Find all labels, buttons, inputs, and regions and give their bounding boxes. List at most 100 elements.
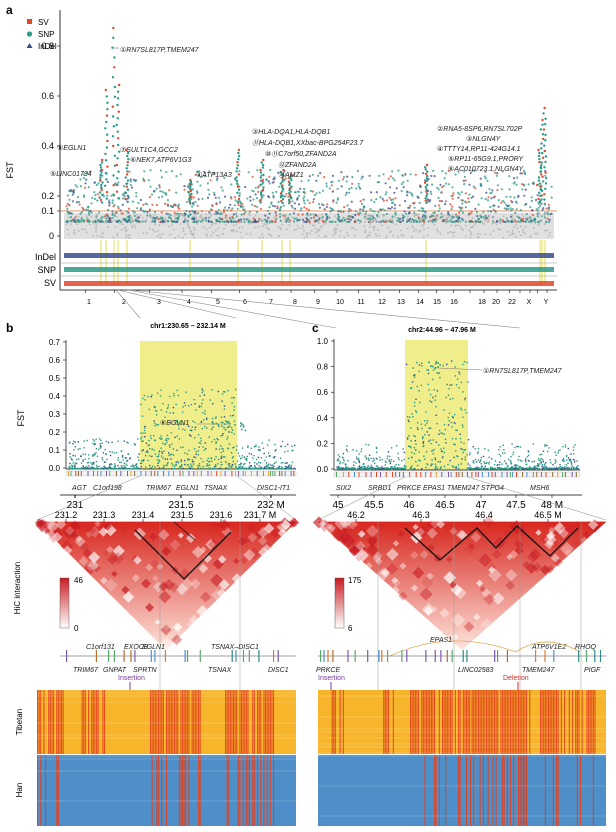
- axis-c-tick: 48 M: [541, 500, 563, 511]
- haplotype-c: [318, 690, 606, 826]
- gene-c-six2: SIX2: [336, 485, 351, 492]
- axis-b-ytick: 0.0: [49, 464, 61, 473]
- annot-r5: ⑤RP11-65G9.1,PRORY: [448, 155, 524, 163]
- axis-b-ytick: 0.1: [49, 446, 61, 455]
- zoom-b-tick: 231.5: [171, 510, 194, 520]
- zoom-b-tick: 231.2: [55, 510, 78, 520]
- annot-r6: ⑥AC010723.1,NLGN4Y: [448, 165, 524, 173]
- gene-c-epas1: EPAS1: [423, 485, 445, 492]
- highlight-b: [140, 341, 237, 469]
- axis-b-yticks: 0.7 0.6 0.5 0.4 0.3 0.2 0.1 0.0: [49, 338, 66, 473]
- highlight-c: [405, 340, 468, 470]
- manhattan-peaks: [98, 26, 548, 285]
- gm-c-linc02583: LINC02583: [458, 667, 494, 674]
- gm-c-prkce: PRKCE: [316, 667, 340, 674]
- annot-10: ⑩⑪C7orf50,ZFAND2A: [265, 150, 337, 158]
- hic-label: HiC interaction: [13, 562, 22, 614]
- chrom-label: 11: [357, 299, 364, 306]
- event-b-insertion: Insertion: [118, 675, 145, 682]
- axis-c-tick: 47.5: [506, 500, 526, 511]
- legend-sv-marker: [27, 19, 32, 24]
- axis-a-ytick: 0.2: [41, 191, 54, 201]
- axis-c-yticks: 1.0 0.8 0.6 0.4 0.2 0.0: [317, 337, 334, 474]
- zoom-c-tick: 46.4: [475, 510, 493, 520]
- chrom-label: 10: [336, 299, 344, 306]
- zoom-c-tick: 46.5 M: [534, 510, 562, 520]
- gene-b-disc1it1: DISC1-IT1: [257, 485, 290, 492]
- hic-map-b: [34, 517, 300, 651]
- legend-snp-marker: [26, 31, 33, 37]
- axis-a-ytick: 0.4: [41, 141, 54, 151]
- chrom-label: 12: [378, 299, 386, 306]
- axis-c-ytick: 0.4: [317, 414, 329, 423]
- gm-b-c1orf131: C1orf131: [86, 644, 115, 651]
- peak-label-c: ①RN7SL817P,TMEM247: [483, 367, 563, 375]
- hap-c-han: [318, 755, 606, 826]
- axis-a-ytick: 0: [49, 231, 54, 241]
- gm-b-trim67: TRIM67: [73, 667, 99, 674]
- gene-b-c1orf198: C1orf198: [93, 485, 122, 492]
- pop-tibetan: Tibetan: [15, 709, 24, 735]
- hic-scale-b: [59, 577, 70, 629]
- gm-b-egln1: EGLN1: [142, 644, 165, 651]
- chrom-label: 1: [87, 299, 91, 306]
- gene-bar-b: [65, 470, 297, 477]
- haplotype-b: Tibetan Han: [15, 689, 296, 826]
- gene-bar-c: [333, 471, 581, 478]
- track-sv: [64, 281, 554, 286]
- legend-indel-marker: [26, 43, 33, 48]
- gm-c-atp6v1e2: ATP6V1E2: [531, 644, 566, 651]
- chrom-label: 18: [478, 299, 486, 306]
- chrom-label: 22: [508, 299, 516, 306]
- annot-12: ⑫ZFAND2A: [278, 161, 317, 169]
- scale-b-min: 0: [74, 624, 79, 633]
- gm-c-epas1: EPAS1: [430, 637, 452, 644]
- axis-c-ytick: 0.2: [317, 439, 329, 448]
- pop-han: Han: [15, 783, 24, 798]
- axis-c-tick: 45.5: [364, 500, 384, 511]
- event-c-insertion: Insertion: [318, 675, 345, 682]
- chrom-label: 14: [416, 299, 424, 306]
- annot-r4: ④TTTY14,RP11-424G14.1: [437, 145, 521, 153]
- axis-c-tick: 46.5: [435, 500, 455, 511]
- panel-label-c: c: [312, 321, 319, 335]
- zoom-axis-c: 46.2 46.3 46.4 46.5 M: [318, 510, 606, 523]
- axis-b-ylabel: FST: [16, 409, 26, 427]
- axis-b-ytick: 0.7: [49, 338, 61, 347]
- variant-tracks: InDel SNP SV: [35, 252, 557, 288]
- gene-b-tsnax: TSNAX: [204, 485, 228, 492]
- axis-c-ticks: 45 45.5 46 46.5 47 47.5 48 M: [332, 495, 563, 511]
- chrom-label: 15: [433, 299, 441, 306]
- annot-5: ⑤LINC01794: [50, 170, 92, 178]
- scale-b-max: 46: [74, 576, 83, 585]
- axis-a-ytick: 0.1: [41, 206, 54, 216]
- chromosome-axis: 1 2 3 4 5 6 7 8 9 10 11 12 13 14 15 16 18 20 22 X Y: [85, 290, 549, 306]
- annot-r2: ②RNA5-8SP6,RN7SL702P: [437, 126, 523, 133]
- zoom-axis-b: 231.2 231.3 231.4 231.5 231.6 231.7 M: [37, 510, 296, 523]
- axis-b-tick-2: 232 M: [257, 500, 285, 511]
- annot-4: ④ATP13A3: [196, 171, 232, 179]
- zoom-c-tick: 46.2: [347, 510, 365, 520]
- gene-c-tmem247: TMEM247: [447, 485, 480, 492]
- axis-c-ytick: 0.6: [317, 388, 329, 397]
- axis-c-tick: 46: [403, 500, 415, 511]
- annot-7: ⑦SULT1C4,GCC2: [120, 146, 178, 154]
- zoom-connectors: [115, 289, 521, 329]
- axis-b-ytick: 0.5: [49, 374, 61, 383]
- chrom-label: X: [527, 299, 532, 306]
- gene-c-stpg4: STPG4: [481, 485, 504, 492]
- gene-c-prkce: PRKCE: [397, 485, 421, 492]
- zoom-b-tick: 231.3: [93, 510, 116, 520]
- axis-c-tick: 45: [332, 500, 344, 511]
- gm-c-rhoq: RHOQ: [575, 644, 597, 651]
- gene-model-c: EPAS1 ATP6V1E2 RHOQ PRKCE LINC02583 TMEM…: [316, 637, 606, 690]
- track-sv-label: SV: [44, 278, 56, 288]
- chrom-label: 6: [243, 299, 247, 306]
- annot-13: ⑬AMZ1: [278, 171, 304, 179]
- annot-3: ③HLA-DQA1,HLA-DQB1: [252, 128, 330, 136]
- gm-b-disc1: DISC1: [268, 667, 289, 674]
- panel-label-b: b: [6, 321, 13, 335]
- legend-a: SV SNP InDel: [26, 18, 57, 51]
- annot-6: ⑥NEK7,ATP6V1G3: [130, 156, 192, 164]
